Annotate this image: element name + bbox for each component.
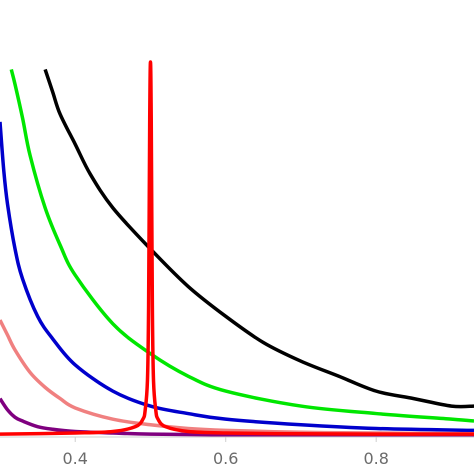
x-tick-label: 0.8	[363, 449, 388, 468]
x-tick-label: 0.4	[63, 449, 88, 468]
series-line-1	[43, 68, 474, 409]
series-line-2	[9, 69, 474, 423]
series-layer	[0, 60, 474, 438]
x-tick-label: 0.6	[213, 449, 238, 468]
series-line-3	[0, 121, 474, 433]
x-axis: 0.4 0.6 0.8	[0, 436, 474, 468]
series-line-6	[0, 60, 474, 436]
